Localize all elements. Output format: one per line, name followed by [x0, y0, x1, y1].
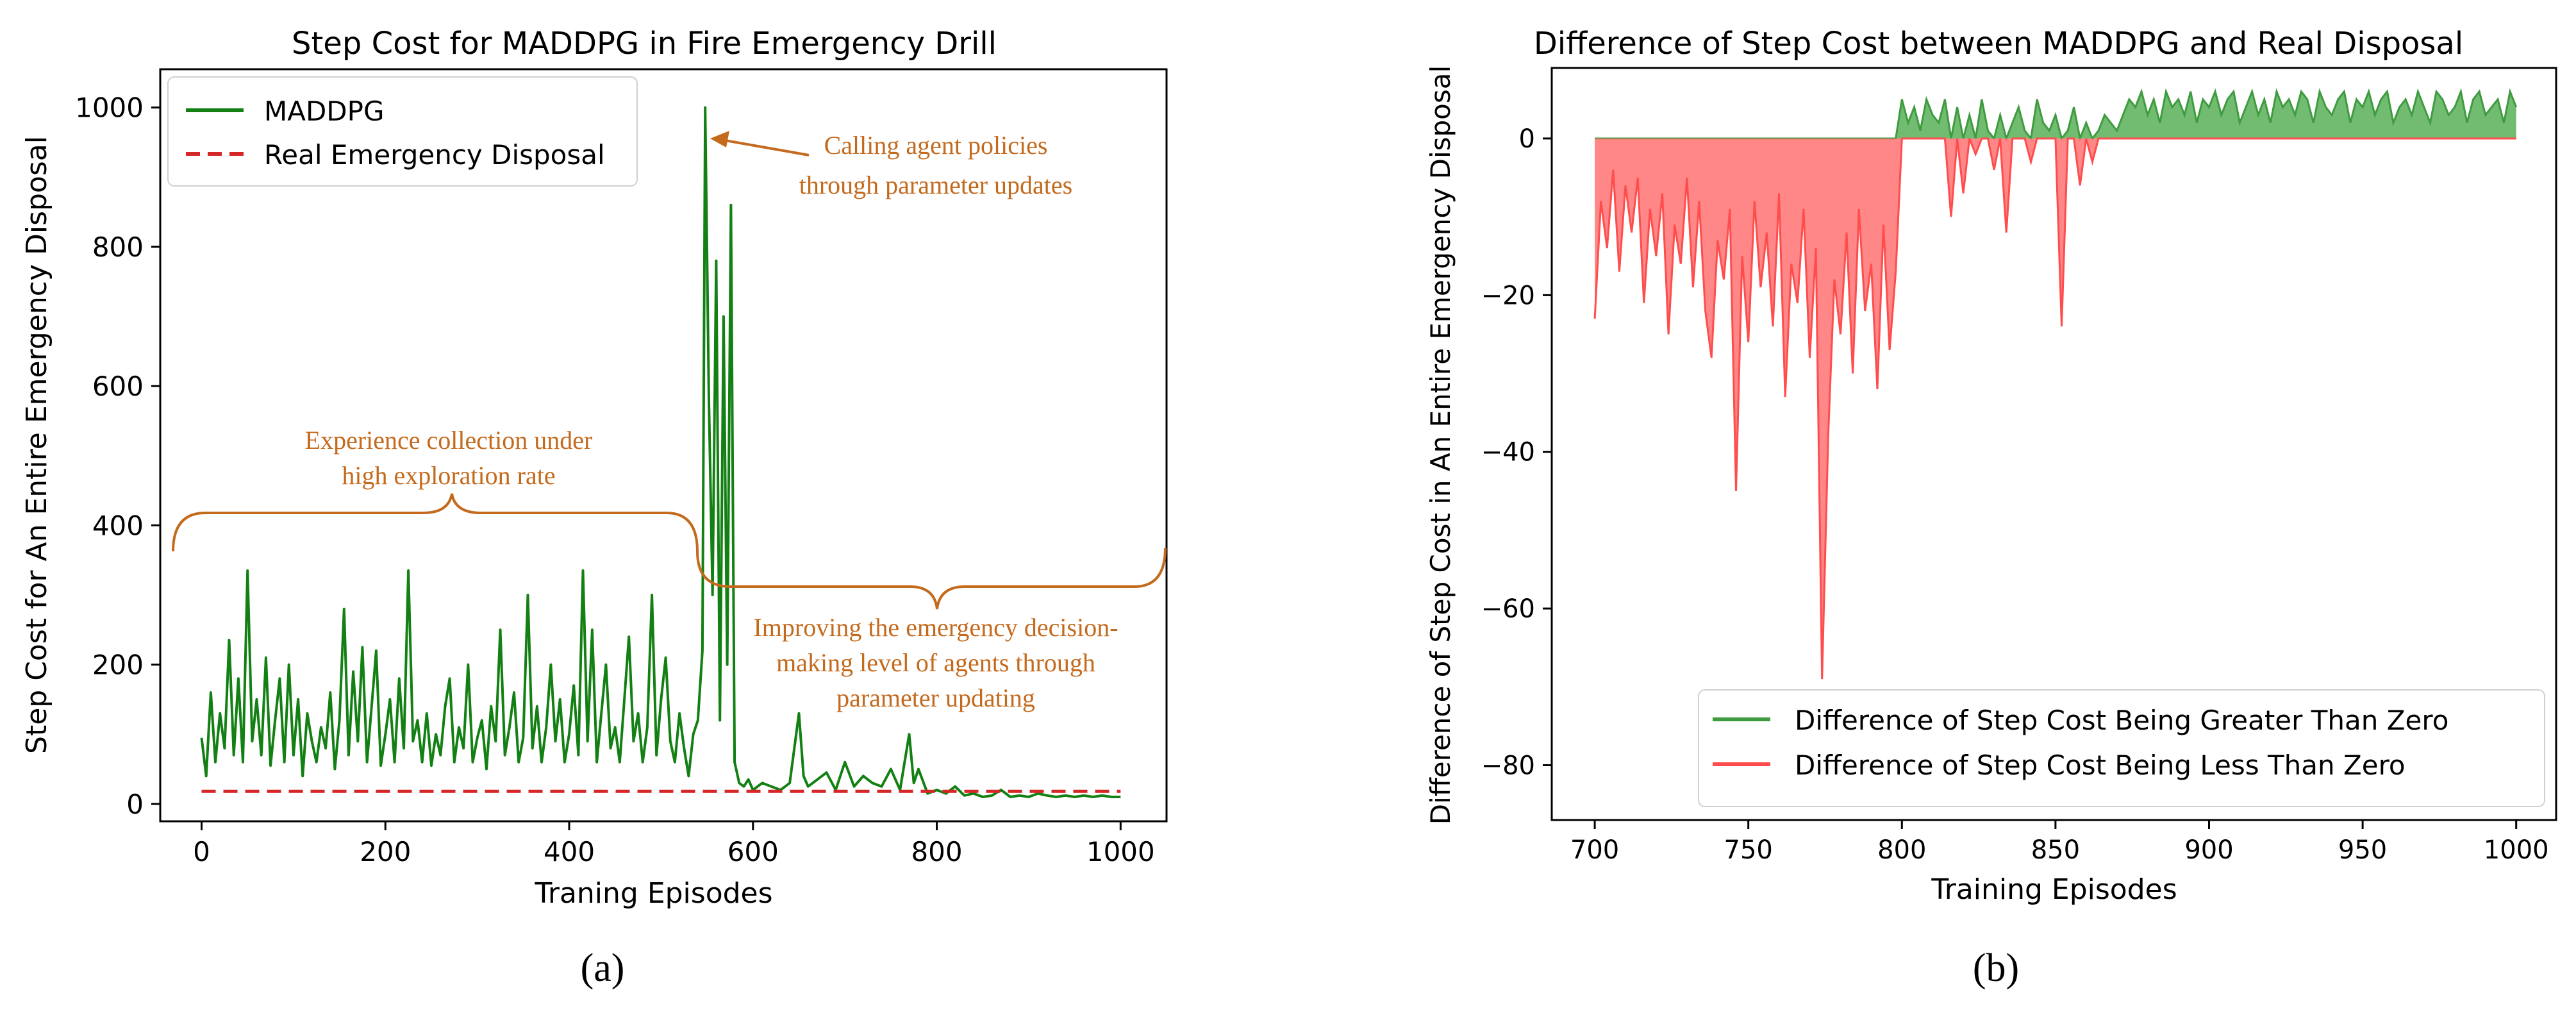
- area-negative-difference: [1595, 138, 2516, 680]
- x-tick-label: 400: [544, 836, 595, 867]
- annotation-calling-line2: through parameter updates: [799, 171, 1073, 199]
- annotation-experience-line2: high exploration rate: [342, 461, 555, 490]
- chart-a-legend: MADDPG Real Emergency Disposal: [167, 76, 638, 187]
- y-tick-label: −80: [1481, 751, 1535, 780]
- x-tick-label: 750: [1724, 835, 1773, 865]
- x-tick-label: 1000: [2484, 835, 2549, 865]
- annotation-experience-brace: [172, 493, 699, 552]
- y-tick-label: −40: [1481, 438, 1535, 467]
- legend-box: [1698, 689, 2545, 807]
- annotation-arrow-head: [710, 131, 729, 147]
- y-tick-label: 600: [92, 371, 144, 402]
- chart-a-ylabel: Step Cost for An Entire Emergency Dispos…: [21, 136, 53, 754]
- chart-b-frame: [1550, 67, 2557, 821]
- legend-label-positive: Difference of Step Cost Being Greater Th…: [1795, 705, 2448, 736]
- annotation-calling-line1: Calling agent policies: [824, 131, 1048, 160]
- x-tick-label: 950: [2338, 835, 2387, 865]
- chart-b-title: Difference of Step Cost between MADDPG a…: [1534, 26, 2463, 62]
- annotation-improving-line3: parameter updating: [836, 683, 1035, 712]
- line-negative-difference: [1593, 137, 2516, 680]
- y-tick-label: 200: [92, 649, 144, 681]
- chart-b-xlabel: Training Episodes: [1931, 873, 2177, 906]
- y-tick-label: −20: [1481, 281, 1535, 310]
- legend-label-negative: Difference of Step Cost Being Less Than …: [1795, 749, 2406, 781]
- legend-label-maddpg: MADDPG: [264, 96, 385, 127]
- annotation-improving-line1: Improving the emergency decision-: [753, 613, 1118, 642]
- x-tick-label: 0: [193, 836, 210, 867]
- legend-label-real: Real Emergency Disposal: [264, 139, 605, 171]
- x-tick-label: 850: [2031, 835, 2080, 865]
- y-tick-label: 400: [92, 510, 144, 541]
- x-tick-label: 700: [1570, 835, 1619, 865]
- annotation-arrow-line: [717, 138, 810, 156]
- chart-a-frame: [159, 68, 1168, 823]
- chart-a-title: Step Cost for MADDPG in Fire Emergency D…: [292, 26, 997, 62]
- y-tick-label: 0: [126, 789, 144, 820]
- x-tick-label: 800: [911, 836, 962, 867]
- panel-label-b: (b): [1973, 946, 2019, 990]
- chart-a-annotations: Calling agent policies through parameter…: [172, 131, 1167, 712]
- legend-box: [167, 76, 638, 187]
- x-tick-label: 600: [727, 836, 779, 867]
- annotation-experience-line1: Experience collection under: [305, 426, 593, 455]
- x-tick-label: 1000: [1086, 836, 1155, 867]
- y-tick-label: −60: [1481, 594, 1535, 624]
- annotation-improving-line2: making level of agents through: [776, 648, 1095, 677]
- chart-b-legend: Difference of Step Cost Being Greater Th…: [1698, 689, 2545, 807]
- chart-b-ylabel: Difference of Step Cost in An Entire Eme…: [1425, 65, 1456, 825]
- y-tick-label: 0: [1519, 124, 1535, 154]
- x-tick-label: 900: [2184, 835, 2233, 865]
- series-line-maddpg: [200, 106, 1121, 798]
- y-tick-label: 1000: [75, 92, 144, 124]
- panel-label-a: (a): [581, 946, 625, 990]
- y-tick-label: 800: [92, 231, 144, 263]
- chart-a-xlabel: Traning Episodes: [534, 877, 772, 910]
- x-tick-label: 200: [360, 836, 411, 867]
- annotation-improving-brace: [696, 548, 1167, 610]
- chart-b: Difference of Step Cost between MADDPG a…: [1425, 26, 2557, 990]
- x-tick-label: 800: [1877, 835, 1926, 865]
- chart-a: Step Cost for MADDPG in Fire Emergency D…: [21, 26, 1168, 990]
